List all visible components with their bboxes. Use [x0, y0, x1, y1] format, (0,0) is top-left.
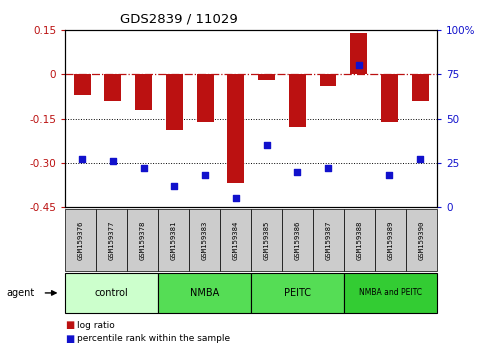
Text: ■: ■ [65, 320, 74, 330]
Text: GSM159384: GSM159384 [233, 220, 239, 259]
Bar [350, 33, 367, 74]
Point [140, 165, 147, 171]
Text: log ratio: log ratio [77, 321, 115, 330]
Point [385, 172, 393, 178]
Text: NMBA and PEITC: NMBA and PEITC [359, 289, 422, 297]
Point [109, 158, 117, 164]
Bar [166, 74, 183, 130]
Point [232, 195, 240, 201]
Point [201, 172, 209, 178]
Text: GSM159377: GSM159377 [109, 220, 114, 259]
Text: GDS2839 / 11029: GDS2839 / 11029 [120, 12, 238, 25]
Text: GSM159381: GSM159381 [170, 220, 177, 259]
Text: NMBA: NMBA [190, 288, 219, 298]
Text: ■: ■ [65, 334, 74, 344]
Bar [197, 74, 213, 121]
Text: GSM159376: GSM159376 [78, 220, 84, 259]
Point [78, 156, 86, 162]
Point [170, 183, 178, 189]
Point [416, 156, 424, 162]
Bar [258, 74, 275, 80]
Bar [381, 74, 398, 121]
Bar [227, 74, 244, 183]
Point [355, 63, 363, 68]
Text: GSM159387: GSM159387 [326, 220, 332, 259]
Point [293, 169, 301, 175]
Bar [289, 74, 306, 127]
Text: control: control [95, 288, 128, 298]
Bar [104, 74, 121, 101]
Point [263, 142, 270, 148]
Text: percentile rank within the sample: percentile rank within the sample [77, 334, 230, 343]
Text: GSM159378: GSM159378 [140, 220, 146, 259]
Bar [320, 74, 337, 86]
Bar [135, 74, 152, 110]
Text: GSM159390: GSM159390 [419, 220, 425, 259]
Bar [73, 74, 91, 95]
Text: GSM159386: GSM159386 [295, 220, 300, 259]
Point [324, 165, 332, 171]
Text: agent: agent [6, 288, 34, 298]
Bar [412, 74, 429, 101]
Text: GSM159385: GSM159385 [264, 220, 270, 259]
Text: GSM159383: GSM159383 [202, 220, 208, 259]
Text: GSM159389: GSM159389 [388, 220, 394, 259]
Text: GSM159388: GSM159388 [356, 220, 363, 259]
Text: PEITC: PEITC [284, 288, 311, 298]
